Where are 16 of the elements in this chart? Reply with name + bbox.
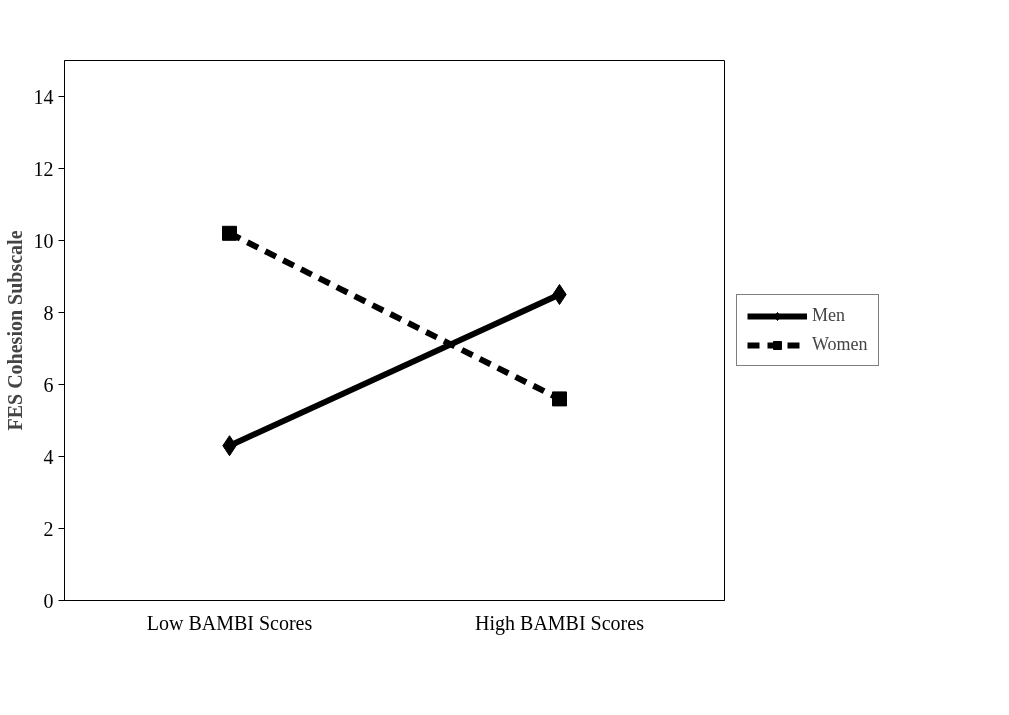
y-tick-label: 14 <box>33 85 54 108</box>
y-tick-label: 4 <box>43 445 54 468</box>
legend-label: Men <box>812 305 845 326</box>
y-tick-label: 6 <box>43 373 54 396</box>
point <box>552 391 567 407</box>
y-tick-label: 10 <box>33 229 54 252</box>
point <box>222 225 237 241</box>
x-tick-label: Low BAMBI Scores <box>146 611 313 634</box>
y-tick-label: 12 <box>33 157 54 180</box>
x-tick-label: High BAMBI Scores <box>475 611 645 635</box>
y-tick-label: 2 <box>43 517 54 540</box>
y-tick-label: 0 <box>43 589 54 612</box>
y-tick-label: 8 <box>43 301 54 324</box>
legend-label: Women <box>812 334 868 355</box>
point <box>552 284 567 305</box>
y-axis-title: FES Cohesion Subscale <box>3 230 26 431</box>
